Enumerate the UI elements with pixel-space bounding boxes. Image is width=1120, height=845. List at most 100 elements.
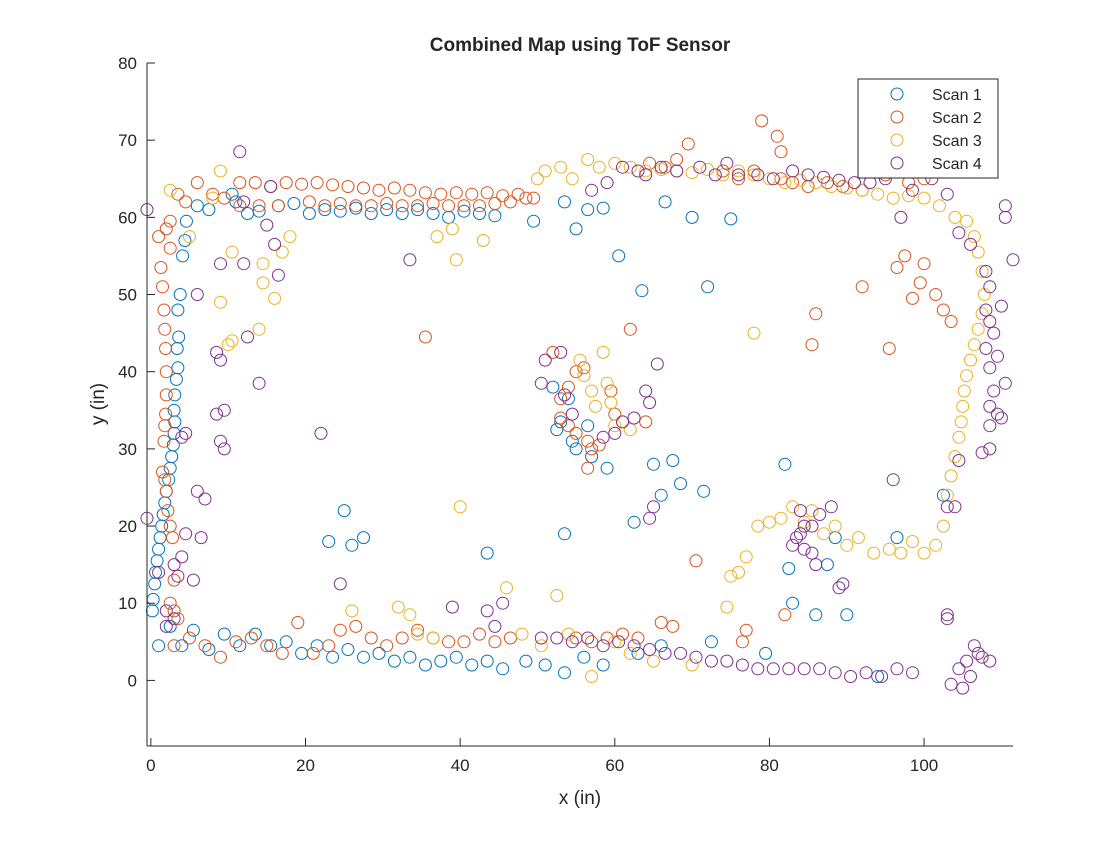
- data-point: [967, 338, 981, 352]
- data-point: [445, 600, 459, 614]
- data-point: [442, 199, 456, 213]
- data-point: [755, 114, 769, 128]
- data-point: [210, 345, 224, 359]
- legend-label: Scan 3: [932, 133, 982, 150]
- data-point: [654, 488, 668, 502]
- data-point: [585, 670, 599, 683]
- data-point: [186, 573, 200, 587]
- data-point: [890, 261, 904, 274]
- data-point: [233, 145, 247, 159]
- data-point: [596, 430, 610, 444]
- legend-label: Scan 1: [932, 87, 982, 104]
- data-point: [585, 183, 599, 197]
- data-point: [994, 411, 1008, 425]
- legend: Scan 1 Scan 2 Scan 3 Scan 4: [857, 78, 999, 179]
- data-point: [581, 419, 595, 433]
- data-point: [167, 639, 181, 653]
- data-point: [158, 419, 172, 433]
- data-point: [604, 396, 618, 410]
- data-point: [797, 515, 811, 529]
- data-point: [403, 183, 417, 197]
- data-point: [565, 172, 579, 186]
- data-point: [349, 619, 363, 633]
- data-point: [979, 303, 993, 317]
- data-point: [202, 203, 216, 217]
- data-point: [592, 160, 606, 174]
- data-point: [585, 450, 599, 464]
- legend-marker: [890, 87, 904, 101]
- data-point: [538, 658, 552, 672]
- data-point: [252, 199, 266, 213]
- data-point: [565, 407, 579, 421]
- data-point: [221, 338, 235, 352]
- data-point: [882, 542, 896, 556]
- data-point: [720, 156, 734, 170]
- data-point: [252, 376, 266, 390]
- data-point: [701, 280, 715, 294]
- data-point: [166, 531, 179, 545]
- data-point: [515, 627, 529, 641]
- data-point: [596, 345, 610, 359]
- data-point: [840, 608, 854, 622]
- data-point: [971, 646, 985, 660]
- data-point: [225, 187, 239, 201]
- x-axis-label: x (in): [559, 788, 601, 809]
- data-point: [457, 199, 471, 213]
- data-point: [666, 454, 680, 467]
- data-point: [739, 623, 753, 637]
- data-point: [480, 604, 494, 618]
- data-point: [473, 207, 486, 220]
- data-point: [967, 230, 981, 244]
- data-point: [681, 137, 695, 151]
- data-point: [473, 199, 486, 213]
- data-point: [171, 187, 185, 201]
- data-point: [561, 419, 575, 433]
- data-point: [805, 338, 819, 352]
- data-point: [442, 635, 456, 649]
- data-point: [434, 187, 448, 201]
- data-point: [685, 210, 699, 224]
- legend-marker: [890, 156, 904, 170]
- data-point: [991, 407, 1004, 421]
- data-point: [906, 291, 919, 305]
- data-point: [654, 616, 668, 629]
- data-point: [241, 330, 254, 344]
- data-point: [890, 531, 904, 545]
- data-point: [948, 450, 962, 464]
- data-point: [944, 315, 958, 328]
- data-point: [797, 662, 811, 676]
- data-point: [457, 635, 471, 649]
- data-point: [430, 230, 444, 244]
- data-point: [616, 415, 629, 429]
- data-point: [739, 550, 753, 564]
- data-point: [167, 612, 181, 626]
- data-point: [670, 164, 684, 178]
- data-point: [643, 643, 657, 656]
- data-point: [793, 527, 807, 541]
- data-point: [592, 438, 606, 452]
- data-point: [488, 197, 502, 210]
- data-point: [403, 608, 417, 622]
- data-point: [782, 662, 796, 676]
- data-point: [983, 361, 997, 375]
- data-point: [550, 631, 564, 645]
- data-point: [527, 214, 541, 228]
- data-point: [217, 627, 231, 641]
- data-point: [786, 596, 800, 610]
- data-point: [867, 546, 881, 560]
- data-point: [480, 546, 494, 560]
- data-point: [639, 168, 653, 182]
- data-point: [426, 631, 440, 645]
- data-point: [948, 500, 962, 514]
- data-point: [175, 430, 189, 444]
- data-point: [198, 639, 212, 653]
- data-point: [157, 434, 171, 448]
- data-point: [163, 241, 177, 255]
- data-point: [647, 457, 660, 471]
- data-point: [650, 357, 664, 371]
- data-point: [639, 415, 653, 429]
- y-tick-label: 80: [118, 54, 137, 73]
- data-point: [964, 670, 977, 683]
- data-point: [264, 180, 278, 193]
- data-point: [840, 538, 854, 552]
